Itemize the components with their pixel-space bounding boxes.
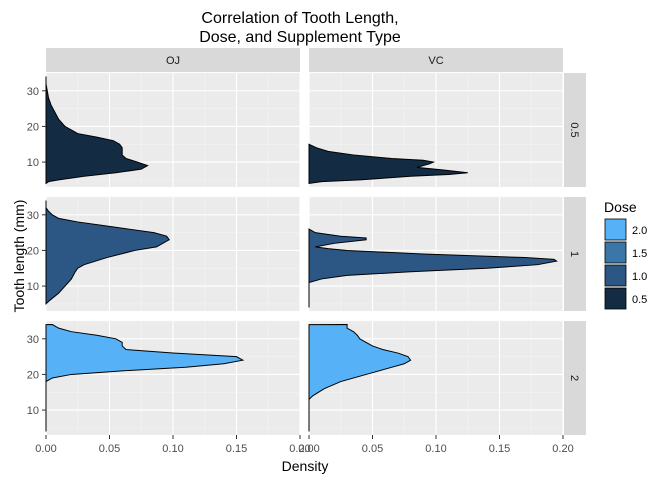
column-strip-oj xyxy=(46,48,300,72)
density-area-vc-0.5 xyxy=(308,143,468,185)
column-strip-label: OJ xyxy=(166,55,180,67)
row-strip-1 xyxy=(564,197,586,311)
y-axis-title: Tooth length (mm) xyxy=(11,200,27,313)
row-strip-label: 1 xyxy=(568,251,580,257)
x-tick-label: 0.10 xyxy=(162,443,183,455)
column-strip-vc xyxy=(309,48,563,72)
y-tick-label: 20 xyxy=(27,121,39,133)
y-tick-label: 30 xyxy=(27,86,39,98)
x-tick-label: 0.05 xyxy=(362,443,383,455)
density-area-oj-0.5 xyxy=(45,76,149,185)
legend-swatch xyxy=(604,218,627,241)
legend-label: 0.5 xyxy=(632,294,647,306)
row-strip-0 xyxy=(564,73,586,187)
x-tick-label: 0.20 xyxy=(552,443,573,455)
density-area-oj-1 xyxy=(45,200,170,306)
y-tick-label: 10 xyxy=(27,405,39,417)
y-tick-label: 30 xyxy=(27,334,39,346)
legend-title: Dose xyxy=(604,199,637,215)
density-area-vc-2 xyxy=(308,324,412,432)
y-tick-label: 30 xyxy=(27,210,39,222)
chart-title-line-1: Correlation of Tooth Length, xyxy=(201,10,398,27)
x-tick-label: 0.20 xyxy=(289,443,310,455)
x-tick-label: 0.05 xyxy=(99,443,120,455)
x-axis-title: Density xyxy=(282,458,329,474)
column-strip-label: VC xyxy=(428,55,443,67)
x-tick-label: 0.15 xyxy=(489,443,510,455)
legend-swatch xyxy=(604,287,627,310)
row-strip-label: 2 xyxy=(568,375,580,381)
panel-oj-2 xyxy=(45,320,301,435)
chart-title-line-2: Dose, and Supplement Type xyxy=(199,29,401,46)
x-tick-label: 0.15 xyxy=(226,443,247,455)
x-tick-label: 0.00 xyxy=(35,443,56,455)
y-tick-label: 20 xyxy=(27,369,39,381)
legend-label: 2.0 xyxy=(632,225,647,237)
legend-swatch xyxy=(604,241,627,264)
y-tick-label: 10 xyxy=(27,281,39,293)
density-area-oj-2 xyxy=(45,324,245,432)
legend: Dose 2.0 1.5 1.0 0.5 xyxy=(604,199,647,310)
x-tick-label: 0.10 xyxy=(425,443,446,455)
legend-swatch xyxy=(604,264,627,287)
x-tick-label: 0.00 xyxy=(298,443,319,455)
legend-label: 1.5 xyxy=(632,248,647,260)
y-tick-label: 10 xyxy=(27,157,39,169)
legend-label: 1.0 xyxy=(632,271,647,283)
density-area-vc-1 xyxy=(308,228,558,308)
facet-panels: OJ VC 0.5 1 2 10 20 30 10 20 30 10 20 30 0.00 0.05 0.10 0… xyxy=(27,48,586,455)
row-strip-2 xyxy=(564,321,586,435)
y-tick-label: 20 xyxy=(27,245,39,257)
row-strip-label: 0.5 xyxy=(568,122,580,137)
